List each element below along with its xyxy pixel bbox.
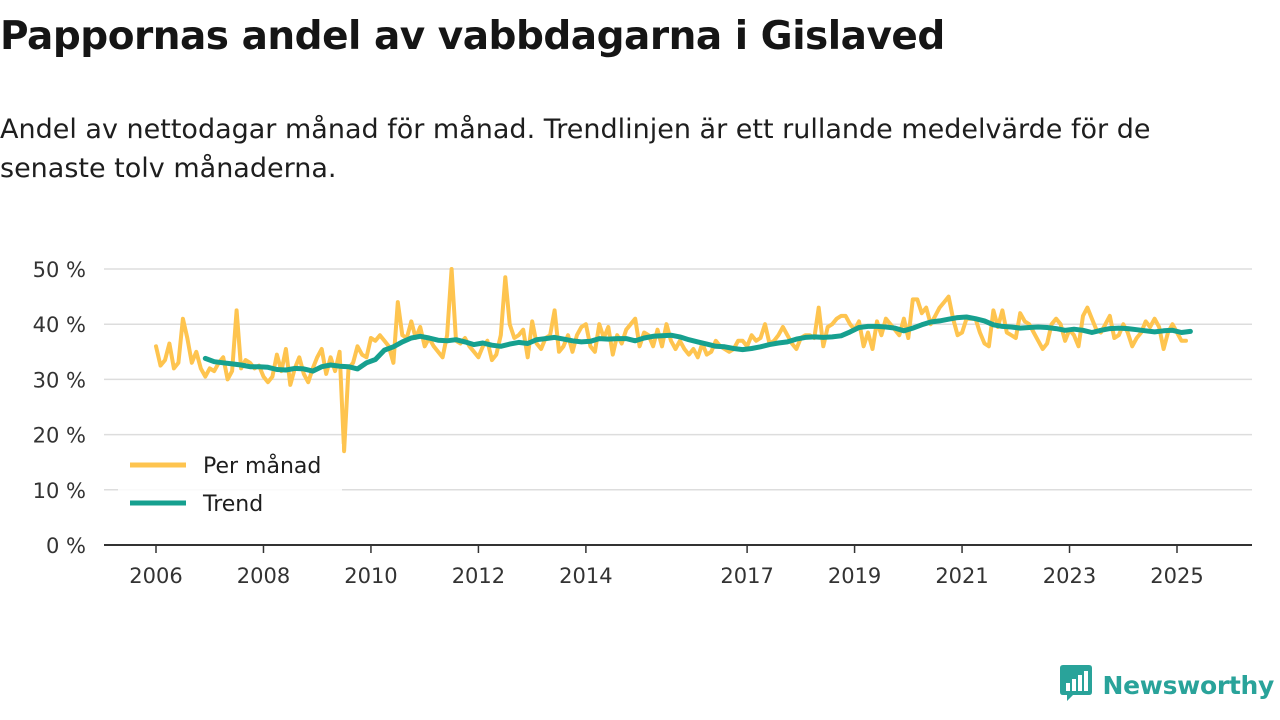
series-group	[154, 267, 1193, 454]
brand: Newsworthy	[1059, 664, 1275, 706]
newsworthy-logo-icon	[1059, 664, 1093, 706]
x-tick-label: 2019	[828, 564, 881, 588]
series-line-trend	[202, 314, 1193, 374]
y-axis: 0 % 10 % 20 % 30 % 40 % 50 %	[33, 258, 86, 558]
x-tick-label: 2012	[452, 564, 505, 588]
y-tick-label: 50 %	[33, 258, 86, 282]
brand-name: Newsworthy	[1102, 670, 1275, 700]
y-tick-label: 20 %	[33, 424, 86, 448]
x-axis: 2006 2008 2010 2012 2014 2017 2019 2021 2023 2025	[104, 544, 1252, 588]
series-line-per-manad	[154, 267, 1188, 454]
x-tick-label: 2010	[344, 564, 397, 588]
y-tick-label: 0 %	[46, 534, 86, 558]
y-tick-label: 10 %	[33, 479, 86, 503]
chart-subtitle: Andel av nettodagar månad för månad. Tre…	[0, 114, 1151, 184]
line-chart: 0 % 10 % 20 % 30 % 40 % 50 % 2006 2008 2010 2012…	[33, 258, 1252, 588]
y-tick-label: 30 %	[33, 368, 86, 392]
legend: Per månad Trend	[118, 444, 342, 524]
x-tick-label: 2023	[1043, 564, 1096, 588]
x-tick-label: 2006	[129, 564, 182, 588]
legend-background	[118, 444, 342, 524]
legend-label: Trend	[202, 492, 263, 517]
x-tick-label: 2014	[559, 564, 612, 588]
page-title: Pappornas andel av vabbdagarna i Gislave…	[0, 14, 945, 59]
legend-label: Per månad	[203, 453, 321, 479]
x-tick-label: 2017	[720, 564, 773, 588]
x-tick-label: 2008	[237, 564, 290, 588]
y-tick-label: 40 %	[33, 313, 86, 337]
x-tick-label: 2025	[1150, 564, 1203, 588]
x-tick-label: 2021	[935, 564, 988, 588]
